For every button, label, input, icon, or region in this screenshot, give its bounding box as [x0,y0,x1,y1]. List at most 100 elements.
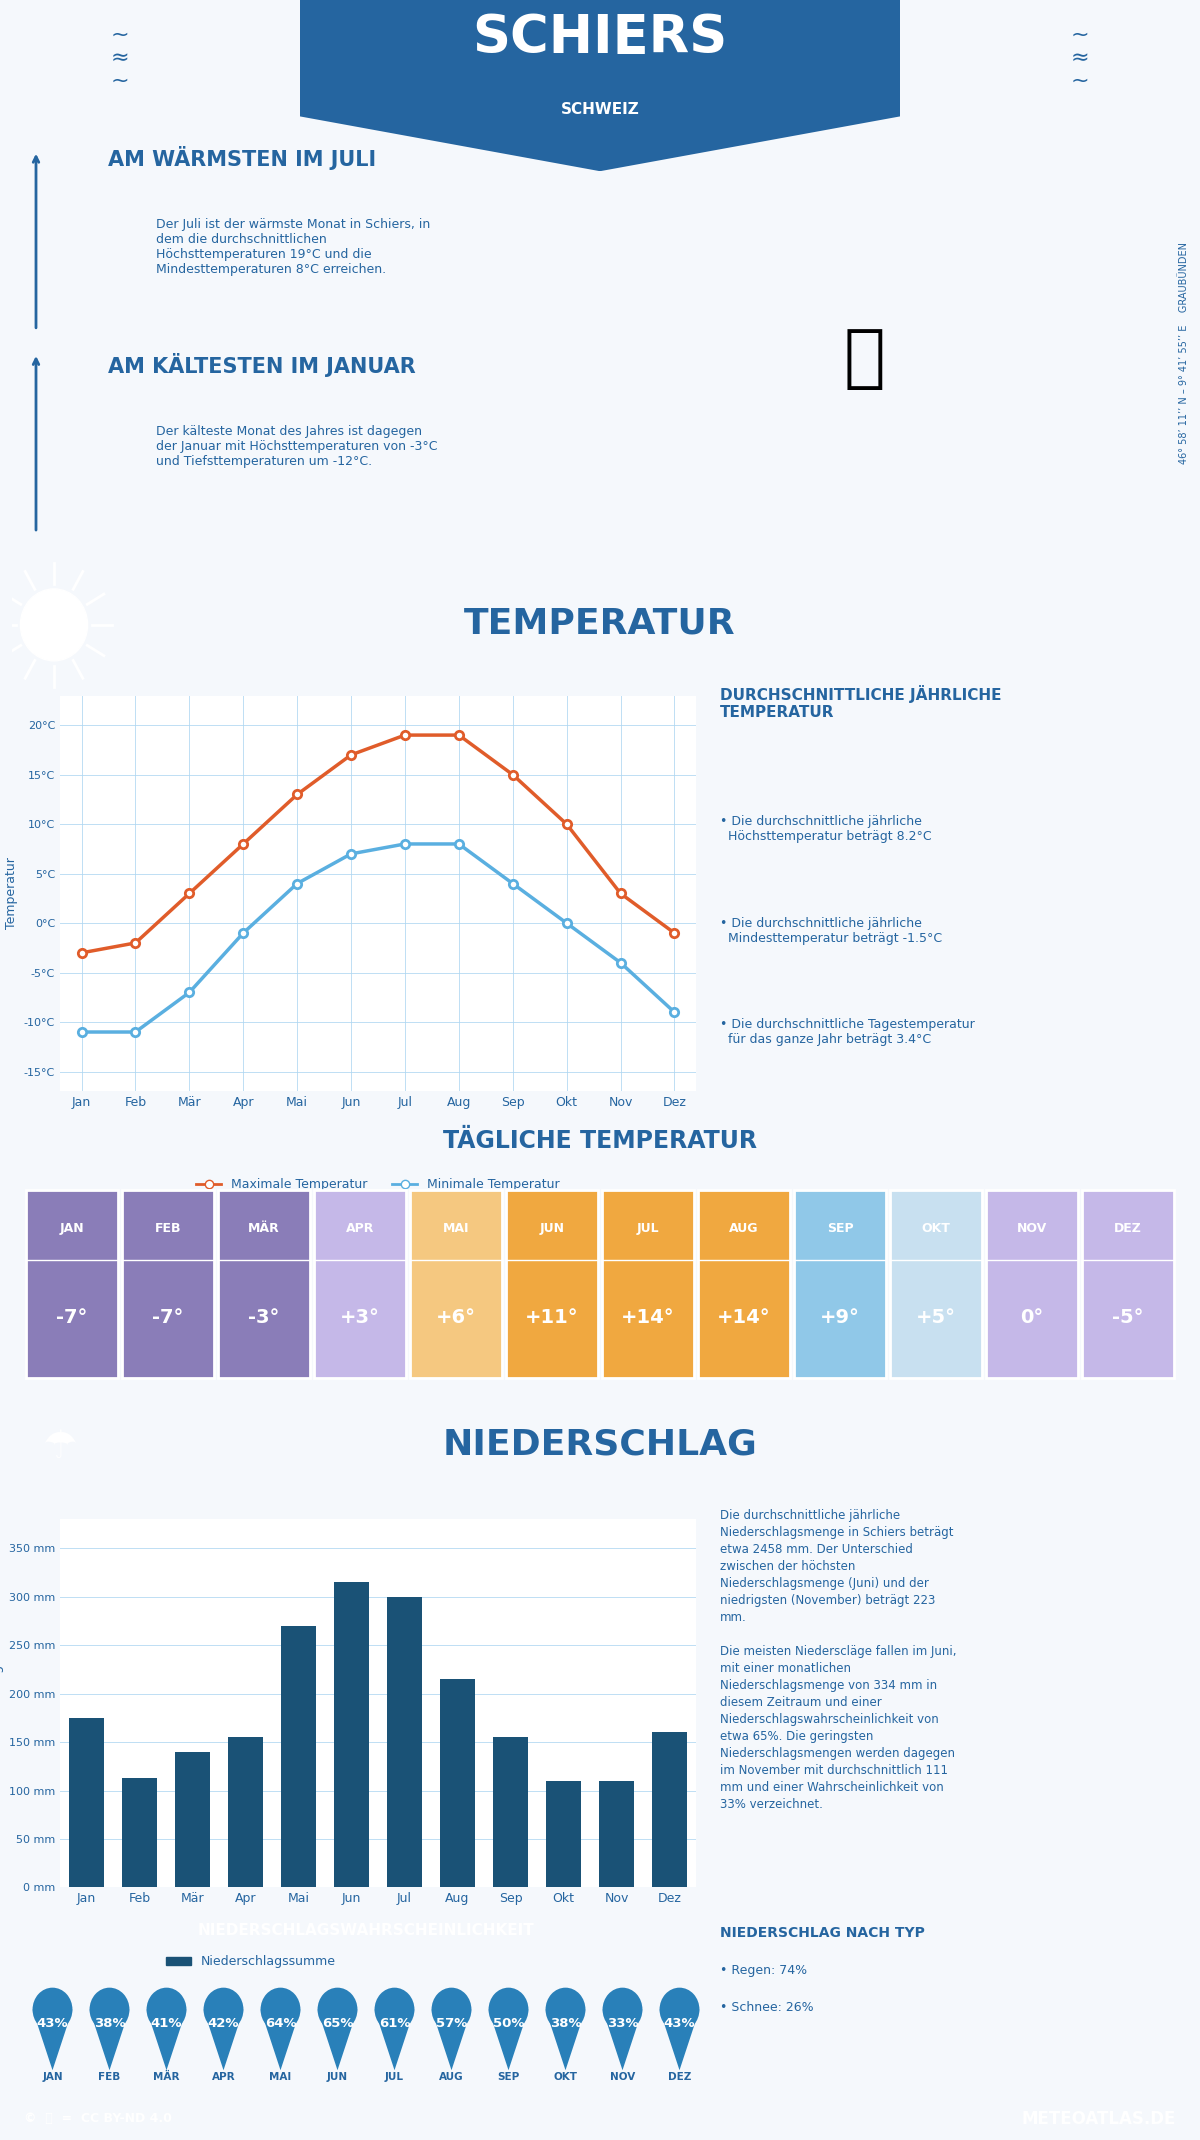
Bar [314,1190,406,1378]
Bar [175,1753,210,1887]
Text: SEP: SEP [497,2072,520,2082]
Bar [698,1190,790,1378]
Legend: Maximale Temperatur, Minimale Temperatur: Maximale Temperatur, Minimale Temperatur [191,1173,565,1196]
Bar [218,1190,310,1378]
Bar [986,1190,1078,1378]
Legend: Niederschlagssumme: Niederschlagssumme [161,1950,341,1973]
Ellipse shape [318,1988,358,2031]
Polygon shape [432,2009,472,2069]
Polygon shape [146,2009,186,2069]
Polygon shape [546,2009,586,2069]
Polygon shape [488,2009,528,2069]
Polygon shape [204,2009,244,2069]
Text: 0°: 0° [1020,1308,1044,1327]
Bar [26,1190,118,1378]
Text: DURCHSCHNITTLICHE JÄHRLICHE
TEMPERATUR: DURCHSCHNITTLICHE JÄHRLICHE TEMPERATUR [720,685,1002,721]
Bar [410,1190,502,1378]
Text: • Die durchschnittliche jährliche
  Mindesttemperatur beträgt -1.5°C: • Die durchschnittliche jährliche Mindes… [720,916,942,944]
Text: 38%: 38% [94,2016,125,2029]
Text: 33%: 33% [607,2016,638,2029]
Ellipse shape [204,1988,244,2031]
Y-axis label: Temperatur: Temperatur [5,858,18,929]
Polygon shape [300,0,900,171]
Ellipse shape [546,1988,586,2031]
Text: 46° 58’ 11’’ N – 9° 41’ 55’’ E    GRAUBÜNDEN: 46° 58’ 11’’ N – 9° 41’ 55’’ E GRAUBÜNDE… [1180,242,1189,464]
Bar [653,1733,686,1887]
Text: TEMPERATUR: TEMPERATUR [464,606,736,640]
Text: NIEDERSCHLAGSWAHRSCHEINLICHKEIT: NIEDERSCHLAGSWAHRSCHEINLICHKEIT [198,1922,534,1939]
Text: +14°: +14° [718,1308,770,1327]
Text: DEZ: DEZ [1114,1222,1142,1235]
Bar [602,1190,694,1378]
Bar [70,1718,103,1887]
Text: MÄR: MÄR [154,2072,180,2082]
Polygon shape [90,2009,130,2069]
Bar [493,1738,528,1887]
Bar [122,1778,157,1887]
Text: 43%: 43% [664,2016,695,2029]
Text: METEOATLAS.DE: METEOATLAS.DE [1021,2110,1176,2127]
Bar [1082,1190,1174,1378]
Text: NIEDERSCHLAG: NIEDERSCHLAG [443,1427,757,1462]
Circle shape [20,588,88,661]
Text: Der Juli ist der wärmste Monat in Schiers, in
dem die durchschnittlichen
Höchstt: Der Juli ist der wärmste Monat in Schier… [156,218,431,276]
Polygon shape [660,2009,700,2069]
Text: -3°: -3° [248,1308,280,1327]
Polygon shape [602,2009,642,2069]
Text: AUG: AUG [439,2072,464,2082]
Text: +9°: +9° [820,1308,860,1327]
Text: 🌍: 🌍 [844,325,884,392]
Text: DEZ: DEZ [668,2072,691,2082]
Text: +6°: +6° [436,1308,476,1327]
Text: SCHIERS: SCHIERS [473,11,727,64]
Text: NIEDERSCHLAG NACH TYP: NIEDERSCHLAG NACH TYP [720,1926,925,1941]
Text: • Die durchschnittliche jährliche
  Höchsttemperatur beträgt 8.2°C: • Die durchschnittliche jährliche Höchst… [720,815,931,843]
Text: OKT: OKT [553,2072,577,2082]
Text: -7°: -7° [152,1308,184,1327]
Text: ©  ⓘ  =  CC BY-ND 4.0: © ⓘ = CC BY-ND 4.0 [24,2112,172,2125]
Polygon shape [32,2009,72,2069]
Text: JAN: JAN [42,2072,62,2082]
Text: NOV: NOV [1016,1222,1048,1235]
Text: MAI: MAI [443,1222,469,1235]
Text: NOV: NOV [610,2072,635,2082]
Bar [440,1680,475,1887]
Text: FEB: FEB [155,1222,181,1235]
Text: OKT: OKT [922,1222,950,1235]
Text: JUN: JUN [326,2072,348,2082]
Text: MAI: MAI [269,2072,292,2082]
Text: 43%: 43% [37,2016,68,2029]
Text: 65%: 65% [322,2016,353,2029]
Text: JUL: JUL [385,2072,404,2082]
Text: • Regen: 74%: • Regen: 74% [720,1965,808,1977]
Text: APR: APR [211,2072,235,2082]
Text: Der kälteste Monat des Jahres ist dagegen
der Januar mit Höchsttemperaturen von : Der kälteste Monat des Jahres ist dagege… [156,426,438,469]
Text: APR: APR [346,1222,374,1235]
Text: JUL: JUL [637,1222,659,1235]
Ellipse shape [488,1988,528,2031]
Text: ~
≈
~: ~ ≈ ~ [110,24,130,92]
Text: JUN: JUN [540,1222,564,1235]
Bar [281,1626,316,1887]
Ellipse shape [260,1988,300,2031]
Text: 50%: 50% [493,2016,524,2029]
Text: JAN: JAN [60,1222,84,1235]
Text: MÄR: MÄR [248,1222,280,1235]
Ellipse shape [374,1988,414,2031]
Text: AUG: AUG [730,1222,758,1235]
Text: 61%: 61% [379,2016,410,2029]
Ellipse shape [90,1988,130,2031]
Text: TÄGLICHE TEMPERATUR: TÄGLICHE TEMPERATUR [443,1128,757,1153]
Text: ☂: ☂ [42,1427,78,1466]
Ellipse shape [146,1988,186,2031]
Text: 57%: 57% [436,2016,467,2029]
Text: 42%: 42% [208,2016,239,2029]
Bar [388,1596,421,1887]
Bar [794,1190,886,1378]
Text: AM WÄRMSTEN IM JULI: AM WÄRMSTEN IM JULI [108,146,376,171]
Bar [546,1780,581,1887]
Text: ~
≈
~: ~ ≈ ~ [1070,24,1090,92]
Text: -7°: -7° [56,1308,88,1327]
Bar [228,1738,263,1887]
Text: +11°: +11° [526,1308,578,1327]
